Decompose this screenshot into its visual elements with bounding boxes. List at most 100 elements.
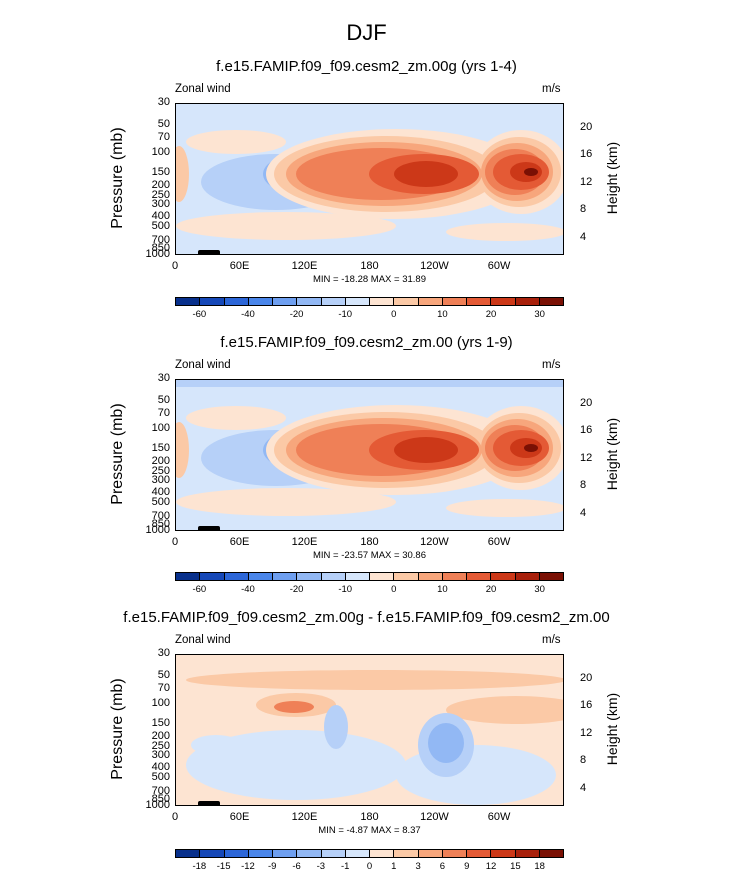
y-tick-label: 30: [157, 96, 170, 108]
min-max-stats: MIN = -18.28 MAX = 31.89: [312, 274, 426, 285]
colorbar-label: 10: [437, 309, 448, 320]
colorbar-label: 3: [415, 861, 421, 872]
colorbar-swatch: [248, 573, 273, 580]
contour-top-band: [176, 380, 563, 387]
contour-plot: [175, 103, 564, 255]
y-right-tick-label: 8: [580, 203, 587, 216]
contour-edge-positive: [176, 146, 189, 202]
y-tick-label: 300: [151, 748, 170, 761]
y-axis-right-title: Height (km): [604, 141, 620, 215]
colorbar-label: -40: [241, 309, 255, 320]
colorbar-swatch: [394, 850, 419, 857]
colorbar-label: -20: [289, 309, 304, 320]
contour-edge-positive: [176, 422, 189, 478]
contour-field: [176, 655, 563, 805]
colorbar-swatch: [515, 573, 540, 580]
contour-top-positive: [186, 670, 563, 690]
colorbar-swatch: [345, 573, 370, 580]
units-label: m/s: [542, 359, 561, 371]
colorbar-swatch: [539, 573, 563, 580]
contour-upper-positive-core: [274, 701, 314, 713]
y-tick-label: 100: [151, 697, 170, 710]
colorbar-label: -10: [338, 584, 353, 595]
colorbar-swatch: [345, 298, 370, 305]
colorbar-label: -9: [268, 861, 277, 872]
colorbar-label: 10: [437, 584, 448, 595]
y-tick-label: 150: [151, 716, 170, 729]
colorbar-swatch: [224, 573, 249, 580]
colorbar-swatch: [370, 850, 395, 857]
colorbar-label: -6: [292, 861, 301, 872]
x-tick-label: 120W: [420, 536, 449, 548]
colorbar-label: 6: [439, 861, 446, 872]
contour-jet-west-inner: [394, 437, 458, 463]
min-max-stats: MIN = -23.57 MAX = 30.86: [312, 550, 426, 561]
colorbar-label: 30: [534, 309, 545, 320]
y-right-tick-label: 4: [580, 230, 587, 243]
colorbar-swatch: [176, 850, 201, 857]
y-tick-label: 250: [151, 465, 170, 478]
figure-title: DJF: [346, 20, 387, 45]
colorbar-label: -18: [192, 861, 207, 872]
panel-title: f.e15.FAMIP.f09_f09.cesm2_zm.00 (yrs 1-9…: [220, 334, 513, 351]
y-tick-label: 200: [151, 454, 170, 467]
colorbar-swatch: [515, 298, 540, 305]
x-tick-label: 180: [360, 811, 379, 823]
colorbar-label: 0: [391, 584, 397, 595]
colorbar-label: -10: [338, 309, 353, 320]
colorbar-label: -60: [192, 309, 207, 320]
colorbar-swatch: [248, 850, 273, 857]
x-tick-label: 120E: [291, 260, 318, 272]
y-right-tick-label: 20: [580, 672, 593, 685]
colorbar-swatch: [467, 298, 492, 305]
y-tick-label: 50: [157, 117, 170, 130]
colorbar-label: 30: [534, 584, 545, 595]
x-tick-label: 60W: [487, 260, 511, 272]
y-tick-label: 50: [157, 393, 170, 406]
topography-mask: [198, 801, 220, 805]
colorbar-swatch: [418, 850, 443, 857]
panel-title: f.e15.FAMIP.f09_f09.cesm2_zm.00g - f.e15…: [123, 609, 610, 626]
y-right-tick-label: 12: [580, 451, 593, 464]
colorbar-swatch: [297, 850, 322, 857]
y-tick-label: 70: [157, 681, 170, 694]
colorbar-swatch: [273, 573, 298, 580]
colorbar-label: 15: [510, 861, 521, 872]
contour-lower-near-zero: [186, 730, 406, 800]
x-tick-label: 0: [171, 536, 179, 548]
contour-negative-inner: [428, 723, 464, 763]
y-tick-label: 250: [151, 740, 170, 753]
colorbar: [175, 572, 564, 581]
y-right-tick-label: 20: [580, 121, 593, 134]
units-label: m/s: [542, 83, 561, 95]
y-tick-label: 700: [151, 233, 170, 246]
colorbar-swatch: [200, 850, 225, 857]
y-right-tick-label: 16: [580, 699, 593, 712]
colorbar: [175, 297, 564, 306]
x-tick-label: 60W: [487, 536, 511, 548]
colorbar-swatch: [370, 573, 395, 580]
y-tick-label: 70: [157, 130, 170, 143]
x-tick-label: 60E: [229, 811, 250, 823]
colorbar-swatch: [394, 573, 419, 580]
contour-upper-positive-west: [186, 130, 286, 154]
x-tick-label: 0: [171, 260, 179, 272]
colorbar-swatch: [467, 573, 492, 580]
colorbar-label: 0: [366, 861, 373, 872]
y-tick-label: 850: [151, 792, 170, 805]
y-right-tick-label: 8: [580, 479, 587, 492]
contour-lower-positive: [176, 488, 396, 516]
min-max-stats: MIN = -4.87 MAX = 8.37: [318, 825, 421, 836]
colorbar-swatch: [297, 573, 322, 580]
contour-lower-positive-east: [446, 223, 563, 241]
variable-label: Zonal wind: [175, 359, 231, 371]
y-axis-title: Pressure (mb): [109, 127, 126, 229]
colorbar-label: -1: [340, 861, 350, 872]
x-tick-label: 0: [171, 811, 179, 823]
y-axis-title: Pressure (mb): [109, 678, 126, 780]
colorbar-swatch: [248, 298, 273, 305]
y-tick-label: 100: [151, 422, 170, 435]
colorbar-swatch: [539, 850, 563, 857]
y-tick-label: 500: [151, 219, 170, 232]
colorbar-swatch: [224, 298, 249, 305]
